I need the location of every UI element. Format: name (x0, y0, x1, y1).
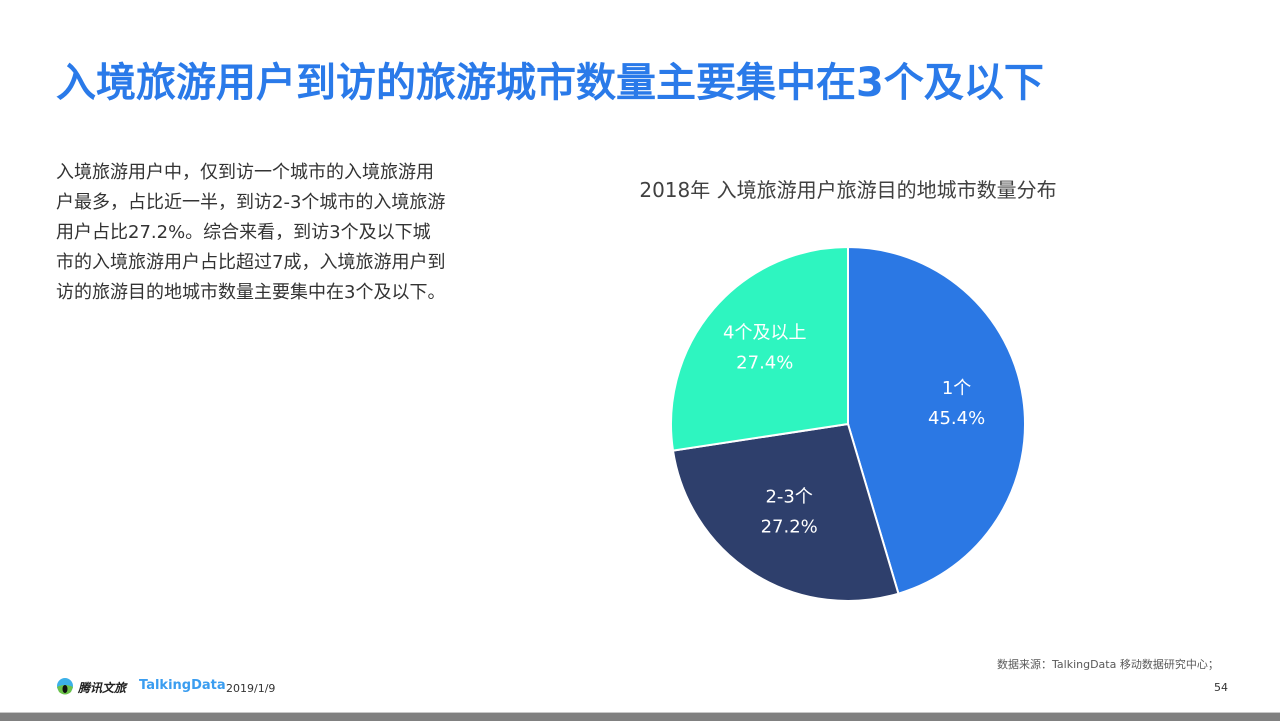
slice-value-0: 45.4% (928, 408, 985, 429)
data-source: 数据来源：TalkingData 移动数据研究中心； (997, 658, 1219, 671)
tencent-logo-text: 腾讯文旅 (78, 680, 127, 695)
page-number: 54 (1214, 681, 1228, 694)
talkingdata-logo: TalkingData (139, 678, 226, 693)
description-text: 入境旅游用户中，仅到访一个城市的入境旅游用户最多，占比近一半，到访2-3个城市的… (56, 162, 446, 303)
slice-label-2: 4个及以上 (723, 322, 806, 343)
bottom-bar (0, 712, 1280, 721)
slice-label-1: 2-3个 (765, 487, 812, 508)
pie-slice-0 (847, 245, 1026, 595)
tencent-logo: 腾讯文旅 (56, 677, 126, 697)
slice-label-0: 1个 (942, 378, 971, 399)
slice-value-1: 27.2% (761, 517, 818, 538)
page-title: 入境旅游用户到访的旅游城市数量主要集中在3个及以下 (56, 60, 1044, 106)
pie-slice-2 (670, 245, 849, 452)
chart-title: 2018年 入境旅游用户旅游目的地城市数量分布 (639, 178, 1057, 202)
date: 2019/1/9 (226, 682, 276, 695)
slice-value-2: 27.4% (736, 352, 793, 373)
tencent-logo-icon (57, 678, 73, 695)
pie-slice-1 (671, 422, 900, 602)
